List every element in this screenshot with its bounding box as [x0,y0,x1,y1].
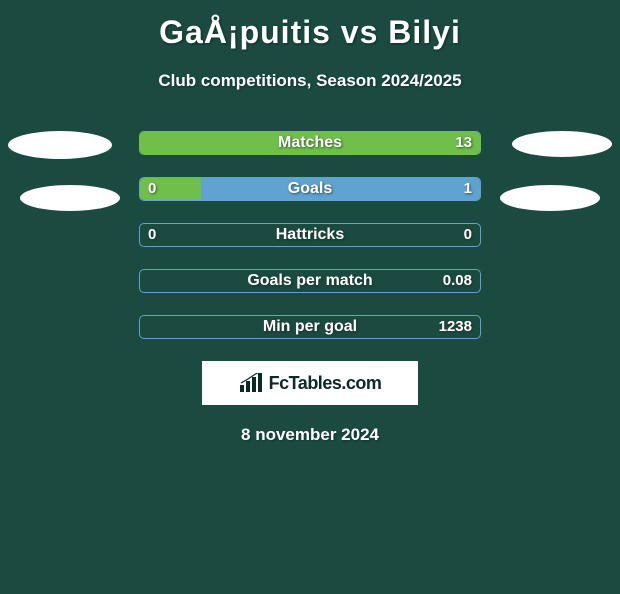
stat-row: Hattricks0 0 [139,223,481,247]
stat-label: Goals per match [140,270,480,291]
stat-label: Matches [140,132,480,153]
stat-left-value: 0 [148,224,156,245]
stat-label: Min per goal [140,316,480,337]
stat-right-value: 0 [464,224,472,245]
subtitle: Club competitions, Season 2024/2025 [0,71,620,91]
stat-right-value: 1 [464,178,472,199]
stat-row: Matches13 [139,131,481,155]
comparison-chart: Matches13Goals01Hattricks00Goals per mat… [0,131,620,445]
logo-text: FcTables.com [269,373,382,394]
date-text: 8 november 2024 [0,425,620,445]
ellipse-decor [8,131,112,159]
stat-row: Goals0 1 [139,177,481,201]
ellipse-decor [512,131,612,157]
stat-right-value: 13 [455,132,472,153]
bars-icon [239,373,265,393]
stat-row: Goals per match0.08 [139,269,481,293]
stat-right-value: 0.08 [443,270,472,291]
logo-box: FcTables.com [202,361,418,405]
stat-label: Goals [140,178,480,199]
stat-label: Hattricks [140,224,480,245]
page-title: GaÅ¡puitis vs Bilyi [0,14,620,51]
stat-left-value: 0 [148,178,156,199]
stat-right-value: 1238 [439,316,472,337]
ellipse-decor [500,185,600,211]
ellipse-decor [20,185,120,211]
stat-row: Min per goal1238 [139,315,481,339]
bar-list: Matches13Goals01Hattricks00Goals per mat… [139,131,481,339]
